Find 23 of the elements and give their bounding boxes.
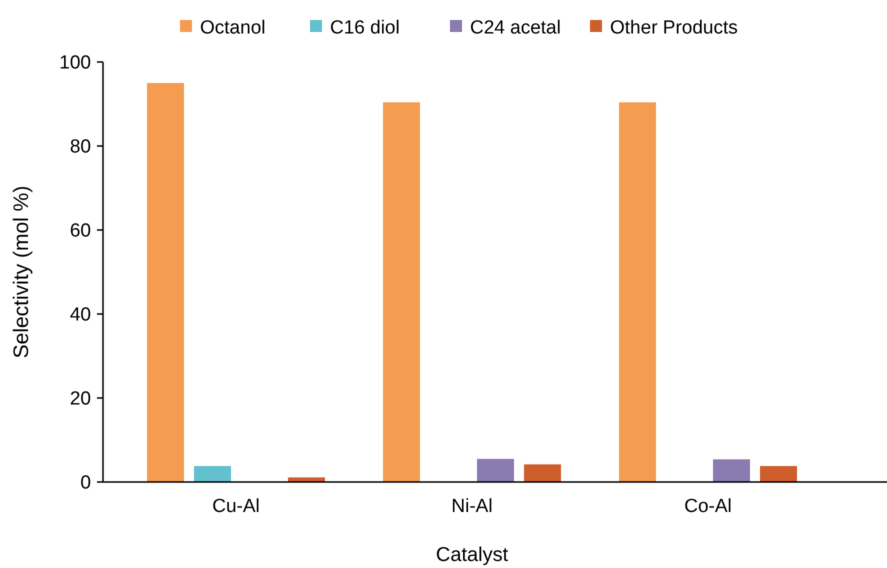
x-tick-label: Ni-Al: [451, 496, 493, 517]
bar: [477, 458, 514, 482]
y-tick-label: 20: [70, 388, 91, 410]
y-tick-label: 60: [70, 220, 91, 242]
bar: [713, 459, 750, 482]
bar: [524, 464, 561, 482]
legend-label: C16 diol: [330, 18, 400, 39]
y-tick-label: 100: [59, 52, 91, 74]
x-tick-label: Cu-Al: [212, 496, 260, 517]
x-tick-label: Co-Al: [684, 496, 732, 517]
x-axis-title: Catalyst: [436, 544, 509, 566]
legend-label: C24 acetal: [470, 18, 561, 39]
bar: [760, 466, 797, 482]
y-tick-label: 40: [70, 304, 91, 326]
bar: [194, 466, 231, 482]
bar: [147, 83, 184, 482]
y-tick-label: 0: [80, 472, 91, 494]
y-axis-title: Selectivity (mol %): [10, 186, 33, 358]
legend-label: Other Products: [610, 18, 738, 39]
bar: [383, 102, 420, 482]
y-tick-label: 80: [70, 136, 91, 158]
legend-label: Octanol: [200, 18, 266, 39]
bar: [619, 102, 656, 482]
